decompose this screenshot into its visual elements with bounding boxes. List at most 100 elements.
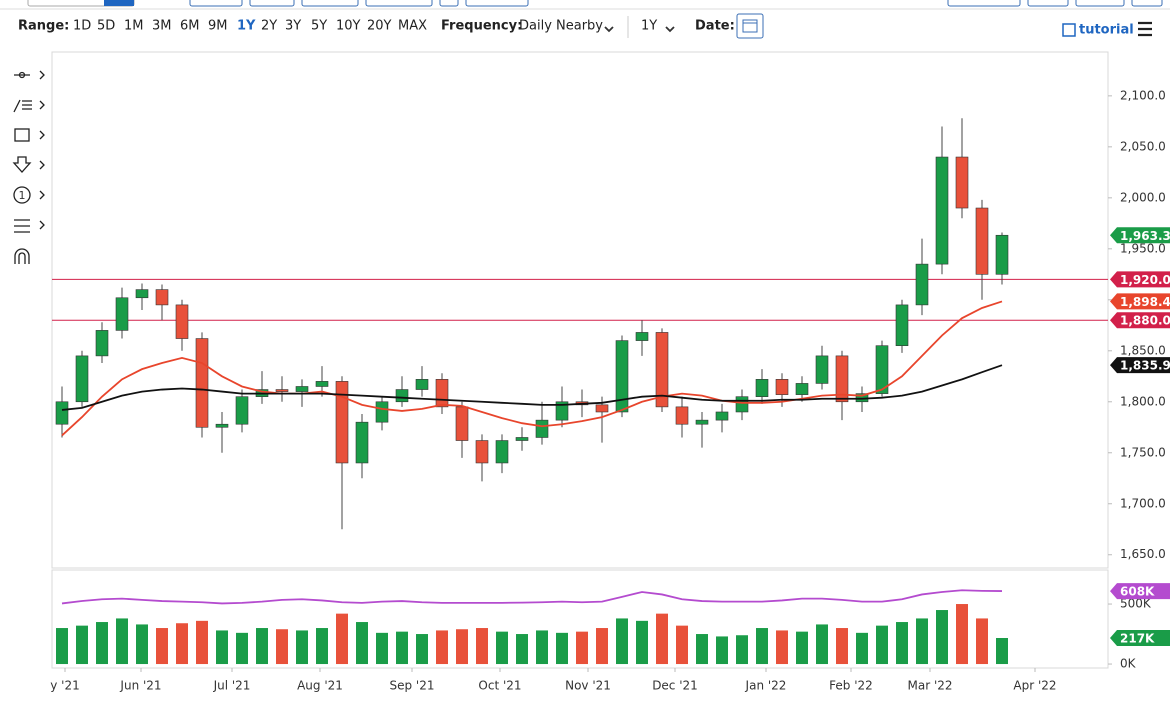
tool-panel (12, 70, 45, 264)
clipped-button[interactable] (465, 0, 529, 7)
value-tag (1110, 357, 1170, 374)
tool-lines[interactable] (13, 99, 45, 113)
candle-body (895, 304, 909, 346)
candle-body (755, 379, 769, 397)
candle-body (975, 207, 989, 275)
tool-shapes[interactable] (14, 128, 30, 142)
volume-bar (136, 624, 148, 665)
candle-body (155, 289, 169, 306)
candle-body (315, 381, 329, 387)
clipped-button[interactable] (365, 0, 433, 7)
volume-bar (976, 618, 988, 665)
range-buttons: 1D 5D 1M 3M 6M 9M 1Y 2Y 3Y 5Y 10Y 20Y MAX (73, 19, 427, 34)
y-tick-label: 0K (1120, 657, 1137, 671)
volume-bar (796, 631, 808, 665)
tool-magnet[interactable] (14, 248, 30, 264)
value-tag-label: 1,898.4 (1120, 295, 1170, 309)
tool-indicators[interactable] (14, 219, 45, 233)
candle-body (215, 423, 229, 428)
tool-arrow[interactable] (12, 156, 45, 173)
calendar-button[interactable] (736, 13, 764, 39)
range-button[interactable]: 1M (124, 19, 144, 34)
x-tick-label: Jun '21 (119, 679, 161, 693)
y-tick-label: 1,850.0 (1120, 343, 1166, 357)
volume-bar (776, 630, 788, 665)
value-tag-label: 217K (1120, 632, 1155, 646)
volume-bar (256, 628, 268, 665)
menu-icon[interactable] (1138, 21, 1152, 37)
volume-bar (636, 620, 648, 665)
volume-bar (596, 628, 608, 665)
chevron[interactable] (665, 26, 675, 33)
x-tick-label: Jan '22 (745, 679, 787, 693)
x-tick-label: Mar '22 (907, 679, 952, 693)
clipped-button[interactable] (1131, 0, 1163, 7)
volume-bar (196, 620, 208, 665)
volume-bar (376, 632, 388, 665)
candle-body (135, 289, 149, 299)
period-select[interactable]: 1Y (641, 19, 657, 34)
candle-body (675, 406, 689, 425)
candle-body (515, 437, 529, 441)
range-button[interactable]: 9M (208, 19, 228, 34)
value-tag-label: 1,920.0 (1120, 273, 1170, 287)
range-button[interactable]: 2Y (261, 19, 277, 34)
clipped-button[interactable] (189, 0, 243, 7)
range-button[interactable]: 1Y (237, 19, 256, 34)
y-tick-label: 1,650.0 (1120, 547, 1166, 561)
chevron[interactable] (604, 26, 614, 33)
candle-body (875, 345, 889, 394)
value-tag-label: 1,880.0 (1120, 314, 1170, 328)
plot: 1,650.01,700.01,750.01,800.01,850.01,900… (50, 88, 1170, 693)
candle-body (735, 396, 749, 413)
volume-bar (876, 625, 888, 665)
candle-body (995, 234, 1009, 275)
clipped-button[interactable] (104, 0, 134, 6)
volume-bar (176, 623, 188, 665)
volume-bar (716, 636, 728, 665)
volume-bar (236, 632, 248, 665)
clipped-button[interactable] (301, 0, 359, 7)
candle-body (175, 304, 189, 339)
range-button[interactable]: 5D (97, 19, 115, 34)
volume-bar (816, 624, 828, 665)
range-button[interactable]: 3M (152, 19, 172, 34)
clipped-button[interactable] (1075, 0, 1125, 7)
range-label: Range: (18, 19, 69, 34)
range-button[interactable]: 5Y (311, 19, 327, 34)
value-tag (1110, 312, 1170, 329)
tutorial-link[interactable]: tutorial (1079, 23, 1134, 38)
tool-crosshair[interactable] (14, 70, 45, 80)
range-button[interactable]: 1D (73, 19, 91, 34)
y-tick-label: 1,800.0 (1120, 394, 1166, 408)
clipped-button[interactable] (439, 0, 459, 7)
clipped-button[interactable] (1027, 0, 1069, 7)
x-tick-label: y '21 (50, 679, 79, 693)
volume-average (61, 589, 1003, 605)
range-button[interactable]: 6M (180, 19, 200, 34)
tool-badge[interactable] (13, 186, 31, 204)
frequency-label: Frequency: (441, 19, 522, 34)
tool-badge-text: 1 (19, 189, 26, 202)
range-button[interactable]: 20Y (367, 19, 392, 34)
volume-bar (656, 613, 668, 665)
tool-crosshair[interactable] (18, 71, 26, 79)
x-tick-label: Dec '21 (652, 679, 698, 693)
volume-bar (496, 631, 508, 665)
tool-shapes[interactable] (39, 130, 45, 140)
candle-body (775, 379, 789, 395)
toolbar-bg (0, 0, 1170, 46)
tool-badge[interactable] (39, 190, 45, 200)
x-tick-label: Oct '21 (478, 679, 521, 693)
clipped-button[interactable] (249, 0, 295, 7)
candle-body (335, 381, 349, 464)
volume-bar (156, 628, 168, 665)
range-button[interactable]: 10Y (336, 19, 361, 34)
clipped-button[interactable] (947, 0, 1021, 7)
volume-bar (516, 634, 528, 665)
range-button[interactable]: MAX (398, 19, 427, 34)
range-button[interactable]: 3Y (285, 19, 301, 34)
tutorial-icon[interactable] (1062, 23, 1076, 37)
volume-bar (556, 632, 568, 665)
frequency-select[interactable]: Daily Nearby (519, 19, 603, 34)
